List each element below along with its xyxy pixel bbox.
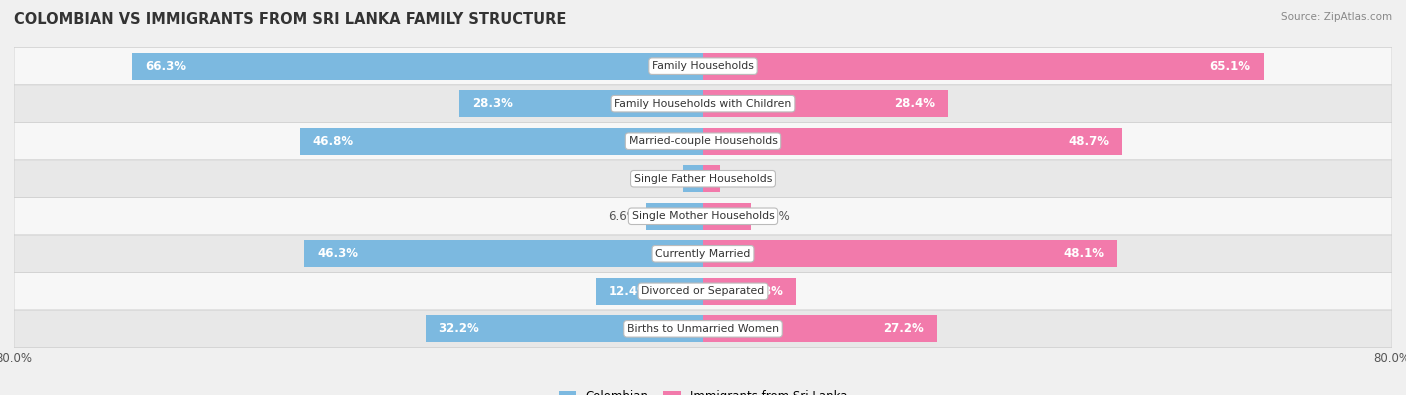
Bar <box>460 90 703 117</box>
Text: 46.3%: 46.3% <box>318 247 359 260</box>
FancyBboxPatch shape <box>14 235 1392 273</box>
Bar <box>703 53 1264 80</box>
Text: 28.3%: 28.3% <box>472 97 513 110</box>
FancyBboxPatch shape <box>14 310 1392 348</box>
Text: Divorced or Separated: Divorced or Separated <box>641 286 765 296</box>
FancyBboxPatch shape <box>14 85 1392 122</box>
Bar <box>132 53 703 80</box>
Bar <box>299 128 703 155</box>
Bar <box>683 165 703 192</box>
Bar <box>596 278 703 305</box>
Legend: Colombian, Immigrants from Sri Lanka: Colombian, Immigrants from Sri Lanka <box>554 385 852 395</box>
Text: COLOMBIAN VS IMMIGRANTS FROM SRI LANKA FAMILY STRUCTURE: COLOMBIAN VS IMMIGRANTS FROM SRI LANKA F… <box>14 12 567 27</box>
Text: Family Households: Family Households <box>652 61 754 71</box>
Text: Currently Married: Currently Married <box>655 249 751 259</box>
Text: 48.1%: 48.1% <box>1063 247 1104 260</box>
Text: 27.2%: 27.2% <box>883 322 924 335</box>
Text: 2.0%: 2.0% <box>728 172 759 185</box>
Bar <box>426 315 703 342</box>
Text: Source: ZipAtlas.com: Source: ZipAtlas.com <box>1281 12 1392 22</box>
Text: 12.4%: 12.4% <box>609 285 650 298</box>
Text: 48.7%: 48.7% <box>1069 135 1109 148</box>
FancyBboxPatch shape <box>14 198 1392 235</box>
Bar <box>703 278 796 305</box>
Bar <box>703 128 1122 155</box>
Text: Single Father Households: Single Father Households <box>634 174 772 184</box>
Text: 6.6%: 6.6% <box>607 210 637 223</box>
Bar <box>703 240 1118 267</box>
Text: 46.8%: 46.8% <box>314 135 354 148</box>
Bar <box>647 203 703 230</box>
Text: 5.6%: 5.6% <box>759 210 790 223</box>
Text: 32.2%: 32.2% <box>439 322 479 335</box>
Bar <box>703 315 938 342</box>
Bar <box>703 90 948 117</box>
Text: 10.8%: 10.8% <box>742 285 783 298</box>
Bar <box>703 203 751 230</box>
Text: 65.1%: 65.1% <box>1209 60 1251 73</box>
FancyBboxPatch shape <box>14 122 1392 160</box>
Text: Births to Unmarried Women: Births to Unmarried Women <box>627 324 779 334</box>
FancyBboxPatch shape <box>14 273 1392 310</box>
Text: Single Mother Households: Single Mother Households <box>631 211 775 221</box>
Bar <box>304 240 703 267</box>
Text: Family Households with Children: Family Households with Children <box>614 99 792 109</box>
Text: Married-couple Households: Married-couple Households <box>628 136 778 146</box>
FancyBboxPatch shape <box>14 47 1392 85</box>
FancyBboxPatch shape <box>14 160 1392 198</box>
Text: 28.4%: 28.4% <box>894 97 935 110</box>
Text: 66.3%: 66.3% <box>145 60 186 73</box>
Bar <box>703 165 720 192</box>
Text: 2.3%: 2.3% <box>645 172 675 185</box>
